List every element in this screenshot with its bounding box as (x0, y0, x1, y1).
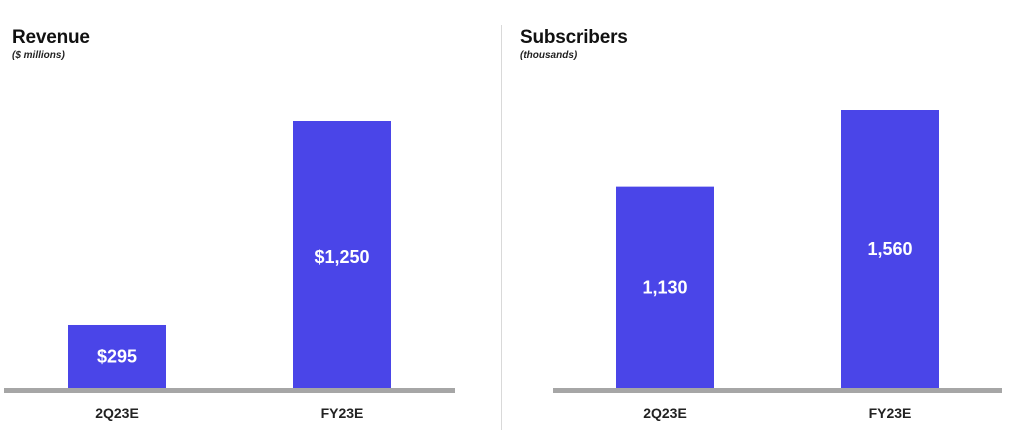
chart-title: Revenue (12, 27, 90, 48)
x-tick-label: FY23E (321, 405, 364, 421)
bar-fy23e (841, 110, 939, 388)
chart-subtitle: ($ millions) (12, 50, 65, 61)
x-tick-label: FY23E (869, 405, 912, 421)
bar-value-label: 1,130 (642, 277, 687, 297)
revenue-bar-chart: $295 2Q23E $1,250 FY23E (4, 121, 455, 421)
bar-value-label: 1,560 (867, 239, 912, 259)
x-tick-label: 2Q23E (643, 405, 687, 421)
bar-value-label: $295 (97, 346, 137, 366)
x-axis-baseline (553, 388, 1002, 393)
x-axis-baseline (4, 388, 455, 393)
revenue-chart-panel: Revenue ($ millions) $295 2Q23E $1,250 FY23… (0, 0, 500, 433)
bar-2q23e (616, 186, 714, 388)
x-tick-label: 2Q23E (95, 405, 139, 421)
bar-2q23e (68, 324, 166, 388)
bar-value-label: $1,250 (314, 247, 369, 267)
chart-subtitle: (thousands) (520, 50, 578, 61)
subscribers-bar-chart: 1,130 2Q23E 1,560 FY23E (553, 110, 1002, 421)
subscribers-chart-panel: Subscribers (thousands) 1,130 2Q23E 1,560 F… (505, 0, 1010, 433)
bar-fy23e (293, 121, 391, 388)
panel-divider (501, 25, 502, 430)
chart-title: Subscribers (520, 27, 628, 48)
